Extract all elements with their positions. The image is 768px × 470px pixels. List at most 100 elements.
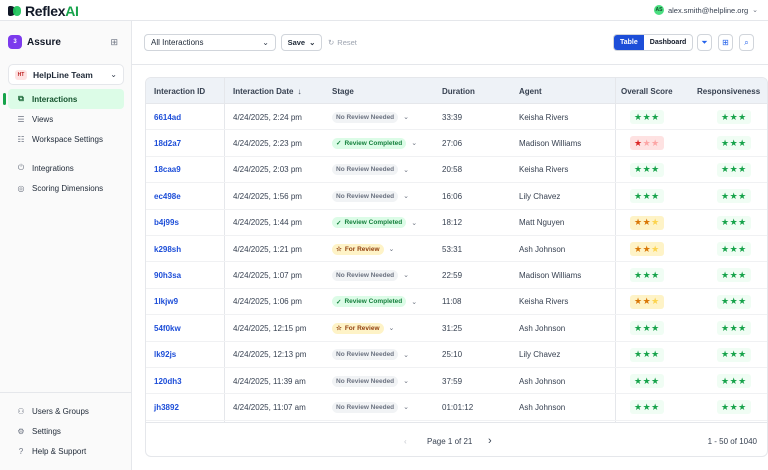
chevron-down-icon[interactable]: ⌄ (411, 140, 418, 148)
stage-badge: No Review Needed (332, 375, 399, 387)
star-rating-icon: ★★★ (630, 400, 664, 415)
table-row[interactable]: 54f0kw 4/24/2025, 12:15 pm ☆ For Review ⌄ 31:… (146, 315, 767, 342)
stage-cell[interactable]: ☆ For Review ⌄ (332, 315, 394, 341)
table-row[interactable]: k298sh 4/24/2025, 1:21 pm ☆ For Review ⌄ 53:3… (146, 236, 767, 263)
table-row[interactable]: 6614ad 4/24/2025, 2:24 pm No Review Needed… (146, 104, 767, 131)
sidebar-item-integrations[interactable]: ⏻ Integrations (8, 158, 124, 178)
tab-table[interactable]: Table (614, 35, 644, 50)
star-rating-icon: ★★★ (717, 321, 751, 336)
stage-cell[interactable]: No Review Needed ⌄ (332, 183, 409, 209)
stage-cell[interactable]: No Review Needed ⌄ (332, 157, 409, 183)
sliders-icon: ☷ (17, 134, 25, 144)
table-row[interactable]: b4j99s 4/24/2025, 1:44 pm ✓ Review Complete… (146, 210, 767, 236)
stage-cell[interactable]: ✓ Review Completed ⌄ (332, 289, 417, 315)
interaction-id-link[interactable]: ec498e (154, 191, 181, 201)
table-row[interactable]: 90h3sa 4/24/2025, 1:07 pm No Review Needed… (146, 262, 767, 289)
chevron-down-icon[interactable]: ⌄ (403, 193, 410, 201)
tab-dashboard[interactable]: Dashboard (649, 39, 687, 46)
team-select[interactable]: HT HelpLine Team ⌄ (8, 64, 124, 85)
table-row[interactable]: lk92js 4/24/2025, 12:13 pm No Review Neede… (146, 342, 767, 368)
sidebar-item-workspace-settings[interactable]: ☷ Workspace Settings (8, 129, 124, 149)
table-row[interactable]: ec498e 4/24/2025, 1:56 pm No Review Needed… (146, 183, 767, 210)
column-header-overall-score[interactable]: Overall Score (621, 86, 673, 96)
stage-cell[interactable]: No Review Needed ⌄ (332, 394, 409, 420)
interaction-id-link[interactable]: 6614ad (154, 112, 182, 122)
logo[interactable]: ReflexAI (8, 3, 79, 19)
search-button[interactable]: ⌕ (739, 34, 754, 51)
column-header-duration[interactable]: Duration (442, 86, 475, 96)
stage-badge: No Review Needed (332, 401, 399, 413)
interaction-id-link[interactable]: 18d2a7 (154, 138, 182, 148)
brand-name: Reflex (25, 3, 66, 19)
chevron-down-icon[interactable]: ⌄ (403, 351, 410, 359)
chevron-down-icon[interactable]: ⌄ (403, 114, 410, 121)
star-rating-icon: ★★★ (717, 347, 751, 362)
table-row[interactable]: jh3892 4/24/2025, 11:07 am No Review Neede… (146, 394, 767, 421)
sidebar-item-users-groups[interactable]: ⚇ Users & Groups (8, 401, 124, 421)
chevron-down-icon[interactable]: ⌄ (411, 219, 418, 227)
table-header: Interaction ID Interaction Date ↓ Stage … (146, 78, 767, 104)
column-header-id[interactable]: Interaction ID (154, 86, 206, 96)
table-row[interactable]: 18caa9 4/24/2025, 2:03 pm No Review Needed… (146, 157, 767, 184)
agent-name: Ash Johnson (519, 402, 566, 412)
interaction-id-link[interactable]: 54f0kw (154, 323, 181, 333)
chevron-down-icon[interactable]: ⌄ (403, 404, 410, 412)
interaction-id-link[interactable]: k298sh (154, 244, 182, 254)
column-header-stage[interactable]: Stage (332, 86, 354, 96)
next-page-icon[interactable]: › (488, 435, 492, 447)
interaction-date: 4/24/2025, 11:07 am (233, 402, 306, 412)
check-icon: ✓ (336, 298, 342, 306)
reset-button[interactable]: ↻ Reset (328, 34, 357, 51)
interaction-id-link[interactable]: jh3892 (154, 402, 179, 412)
star-rating-icon: ★★★ (630, 136, 664, 151)
grid-icon[interactable]: ⊞ (110, 37, 118, 47)
column-header-date[interactable]: Interaction Date ↓ (233, 86, 302, 96)
star-rating-icon: ★★★ (717, 242, 751, 256)
stage-cell[interactable]: ✓ Review Completed ⌄ (332, 210, 417, 236)
column-header-agent[interactable]: Agent (519, 86, 542, 96)
stage-cell[interactable]: No Review Needed ⌄ (332, 262, 409, 288)
sidebar-item-interactions[interactable]: ⧉ Interactions (3, 89, 124, 109)
interaction-id-link[interactable]: lk92js (154, 350, 177, 360)
sidebar-item-views[interactable]: ☰ Views (8, 109, 124, 129)
agent-name: Ash Johnson (519, 244, 566, 254)
star-rating-icon: ★★★ (630, 162, 664, 177)
user-menu[interactable]: AS alex.smith@helpline.org ⌄ (653, 5, 758, 15)
stage-cell[interactable]: ☆ For Review ⌄ (332, 236, 394, 262)
star-rating-icon: ★★★ (717, 162, 751, 177)
chevron-down-icon[interactable]: ⌄ (403, 272, 410, 280)
table-row[interactable]: 18d2a7 4/24/2025, 2:23 pm ✓ Review Complete… (146, 130, 767, 157)
chevron-down-icon[interactable]: ⌄ (388, 325, 395, 333)
overall-score: ★★★ (630, 394, 664, 420)
interaction-id-link[interactable]: 120dh3 (154, 376, 182, 386)
stage-cell[interactable]: No Review Needed ⌄ (332, 342, 409, 368)
stage-badge: ✓ Review Completed (332, 296, 407, 308)
view-select[interactable]: All Interactions ⌄ (144, 34, 276, 51)
interaction-id-link[interactable]: 90h3sa (154, 270, 182, 280)
interaction-id-link[interactable]: 1lkjw9 (154, 297, 179, 307)
sidebar-item-help-support[interactable]: ? Help & Support (8, 441, 124, 461)
agent-name: Madison Williams (519, 138, 582, 148)
column-header-responsiveness[interactable]: Responsiveness (697, 86, 761, 96)
interaction-id-link[interactable]: b4j99s (154, 218, 179, 228)
save-button[interactable]: Save ⌄ (281, 34, 322, 51)
overall-score: ★★★ (630, 262, 664, 288)
sidebar-item-scoring-dimensions[interactable]: ◎ Scoring Dimensions (8, 178, 124, 198)
filter-button[interactable]: ⏷ (697, 34, 712, 51)
stage-label: No Review Needed (336, 271, 395, 279)
columns-button[interactable]: ⊞ (718, 34, 733, 51)
interaction-id-link[interactable]: 18caa9 (154, 165, 181, 175)
stage-cell[interactable]: ✓ Review Completed ⌄ (332, 130, 417, 156)
chevron-down-icon[interactable]: ⌄ (403, 166, 410, 174)
prev-page-icon[interactable]: ‹ (404, 436, 407, 446)
chevron-down-icon[interactable]: ⌄ (403, 378, 410, 385)
app-switcher[interactable]: 3 Assure ⊞ (8, 30, 124, 54)
chevron-down-icon[interactable]: ⌄ (388, 246, 395, 253)
table-row[interactable]: 120dh3 4/24/2025, 11:39 am No Review Neede… (146, 368, 767, 395)
chevron-down-icon[interactable]: ⌄ (411, 298, 418, 306)
stage-cell[interactable]: No Review Needed ⌄ (332, 368, 409, 394)
stage-cell[interactable]: No Review Needed ⌄ (332, 104, 409, 130)
table-row[interactable]: 1lkjw9 4/24/2025, 1:06 pm ✓ Review Complete… (146, 289, 767, 316)
sidebar-item-settings[interactable]: ⚙ Settings (8, 421, 124, 441)
agent-name: Madison Williams (519, 270, 582, 280)
